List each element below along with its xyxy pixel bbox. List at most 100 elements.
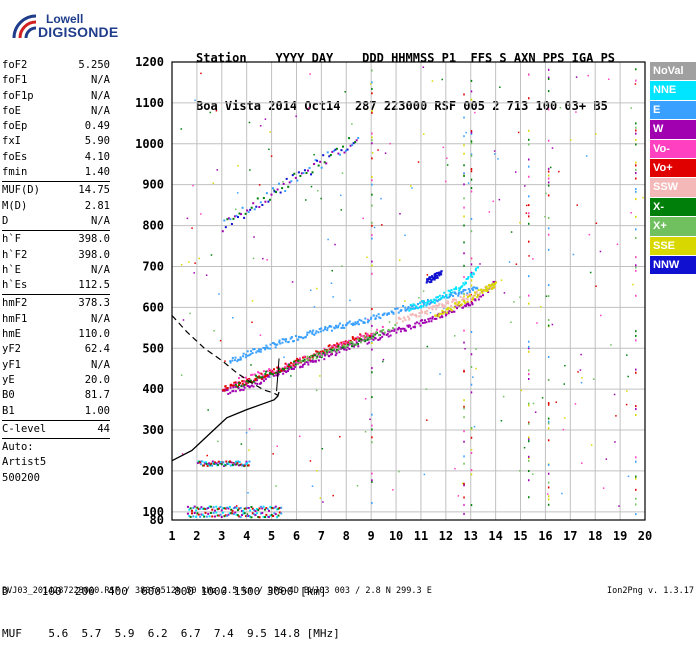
y-tick-label: 200 xyxy=(142,464,164,478)
noise-point xyxy=(635,330,637,333)
echo-point xyxy=(447,311,450,314)
noise-point xyxy=(635,168,637,171)
echo-point xyxy=(259,512,262,515)
echo-point xyxy=(352,322,355,325)
echo-point xyxy=(261,203,264,206)
param-name: yF2 xyxy=(2,343,21,356)
echo-point xyxy=(301,365,304,368)
echo-point xyxy=(352,324,355,327)
noise-point xyxy=(382,358,385,361)
echo-point xyxy=(334,324,337,327)
noise-point xyxy=(291,281,294,283)
echo-point xyxy=(351,144,354,147)
x-tick-label: 6 xyxy=(293,529,300,543)
echo-point xyxy=(231,463,234,466)
echo-point xyxy=(438,274,441,277)
noise-point xyxy=(191,227,193,229)
noise-point xyxy=(599,250,602,253)
echo-point xyxy=(208,515,211,518)
noise-point xyxy=(371,237,373,240)
echo-point xyxy=(422,301,425,304)
noise-point xyxy=(340,194,342,197)
param-value: N/A xyxy=(91,89,110,102)
echo-point xyxy=(400,308,403,311)
divider xyxy=(2,181,110,183)
legend-item: X- xyxy=(650,197,696,217)
echo-point xyxy=(477,294,480,297)
param-value: 1.40 xyxy=(84,166,110,179)
plot-frame xyxy=(171,61,646,521)
noise-point xyxy=(470,504,473,507)
noise-point xyxy=(462,482,464,485)
echo-point xyxy=(328,344,331,347)
noise-point xyxy=(551,147,554,149)
echo-point xyxy=(297,359,300,362)
echo-point xyxy=(273,343,276,346)
echo-point xyxy=(196,461,199,464)
echo-point xyxy=(372,338,375,341)
echo-point xyxy=(313,360,316,363)
echo-point xyxy=(284,190,287,193)
echo-point xyxy=(257,371,260,374)
noise-point xyxy=(371,260,373,263)
noise-point xyxy=(632,283,634,286)
noise-point xyxy=(270,155,273,157)
noise-point xyxy=(200,213,202,215)
echo-point xyxy=(433,317,436,320)
noise-point xyxy=(635,126,637,129)
series-sse xyxy=(434,281,498,318)
echo-point xyxy=(310,173,313,176)
echo-point xyxy=(319,160,322,163)
noise-point xyxy=(547,174,550,177)
echo-point xyxy=(369,336,372,339)
echo-point xyxy=(333,327,336,330)
echo-point xyxy=(222,507,225,510)
noise-point xyxy=(510,231,513,233)
noise-point xyxy=(572,253,575,256)
echo-point xyxy=(421,319,424,322)
x-tick-label: 15 xyxy=(513,529,527,543)
noise-point xyxy=(463,462,465,465)
noise-point xyxy=(575,111,577,113)
echo-point xyxy=(349,339,352,342)
echo-point xyxy=(458,301,461,304)
noise-point xyxy=(547,284,550,287)
echo-point xyxy=(303,363,306,366)
echo-point xyxy=(489,285,492,288)
echo-point xyxy=(280,512,283,515)
noise-point xyxy=(527,294,530,297)
echo-point xyxy=(439,272,442,275)
noise-point xyxy=(527,340,530,343)
echo-point xyxy=(425,303,428,306)
noise-point xyxy=(635,294,637,297)
echo-point xyxy=(287,341,290,344)
echo-point xyxy=(264,200,267,203)
echo-point xyxy=(234,381,237,384)
noise-point xyxy=(441,78,443,81)
noise-point xyxy=(340,209,343,211)
echo-point xyxy=(383,333,386,336)
echo-point xyxy=(239,506,242,509)
noise-point xyxy=(547,170,550,173)
echo-point xyxy=(232,507,235,510)
noise-point xyxy=(470,131,473,134)
echo-point xyxy=(478,295,481,298)
echo-point xyxy=(270,370,273,373)
echo-point xyxy=(423,301,426,304)
noise-point xyxy=(322,501,324,503)
echo-point xyxy=(254,514,257,517)
echo-point xyxy=(460,292,463,295)
echo-point xyxy=(426,280,429,283)
echo-point xyxy=(309,355,312,358)
noise-point xyxy=(569,139,572,141)
echo-point xyxy=(243,464,246,467)
echo-point xyxy=(254,379,257,382)
echo-point xyxy=(316,350,319,353)
echo-point xyxy=(419,319,422,322)
echo-point xyxy=(238,507,241,510)
echo-point xyxy=(300,360,303,363)
echo-point xyxy=(239,389,242,392)
echo-point xyxy=(347,321,350,324)
file-info: BVJ03_2014287223000.RSF / 380fx512h 50 k… xyxy=(2,586,432,596)
noise-point xyxy=(371,224,373,227)
